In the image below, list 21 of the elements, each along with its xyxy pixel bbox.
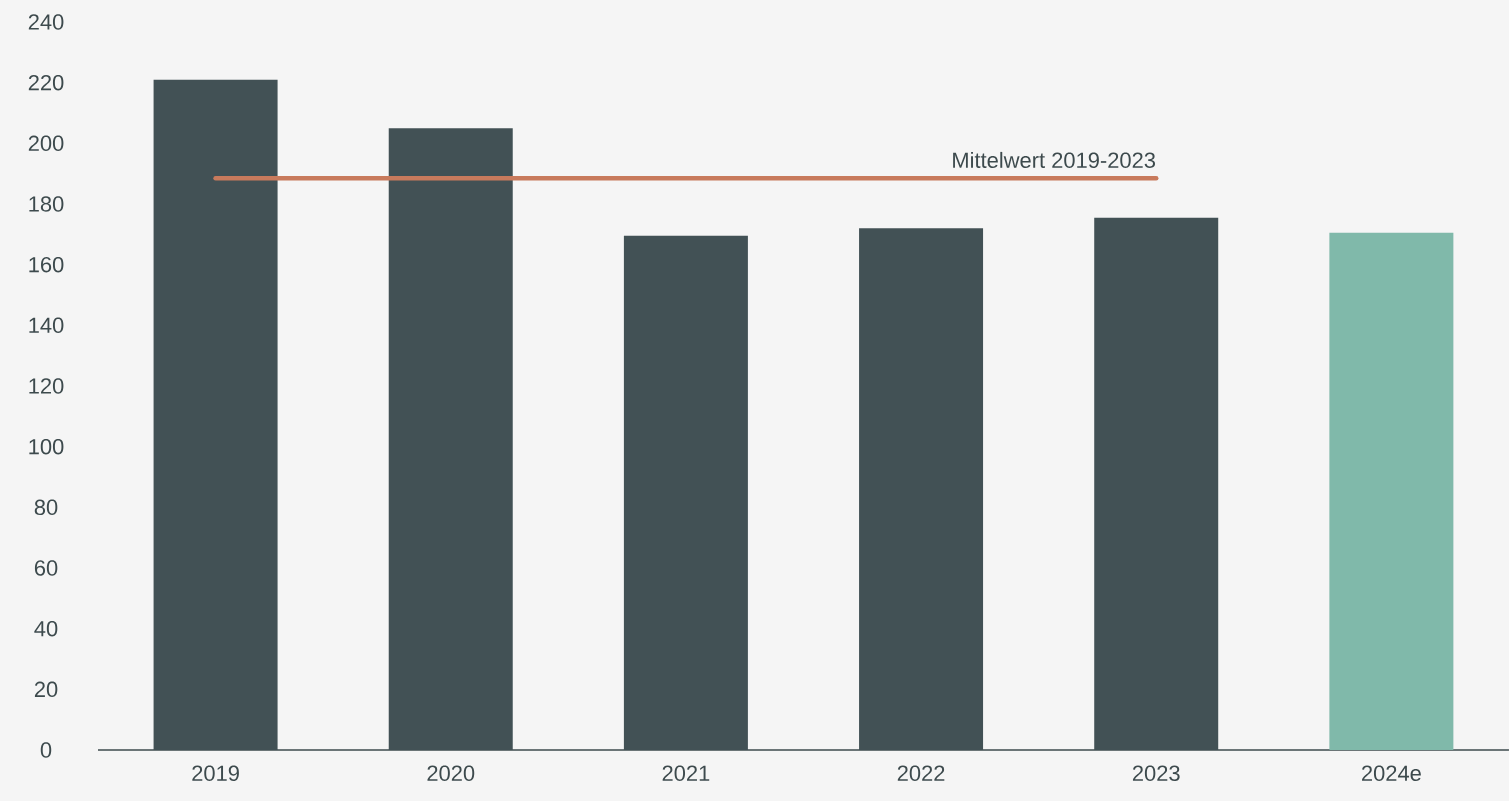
y-tick-label: 240: [28, 14, 64, 30]
bar: [1329, 232, 1454, 750]
y-tick-label: 160: [29, 256, 64, 273]
y-tick-label: 100: [29, 438, 64, 455]
y-tick-label: 120: [29, 378, 64, 394]
y-tick-label: 40: [34, 620, 58, 637]
x-tick-label: 2020: [427, 765, 475, 782]
x-tick-label: 2021: [662, 765, 710, 782]
y-tick-label: 80: [34, 499, 58, 516]
y-tick-label: 60: [34, 560, 58, 576]
x-tick-label: 2022: [897, 765, 945, 782]
series-label: Mittelwert 2019-2023: [953, 151, 1156, 169]
y-tick-label: 0: [40, 742, 52, 758]
y-tick-label: 20: [34, 681, 58, 698]
y-tick-label: 180: [29, 196, 64, 212]
y-tick-label: 200: [28, 135, 64, 152]
x-tick-label: 2024e: [1362, 765, 1421, 782]
y-tick-label: 140: [29, 317, 64, 334]
x-tick-label: 2019: [192, 765, 239, 782]
y-tick-label: 220: [28, 74, 64, 91]
x-tick-label: 2023: [1132, 765, 1180, 782]
